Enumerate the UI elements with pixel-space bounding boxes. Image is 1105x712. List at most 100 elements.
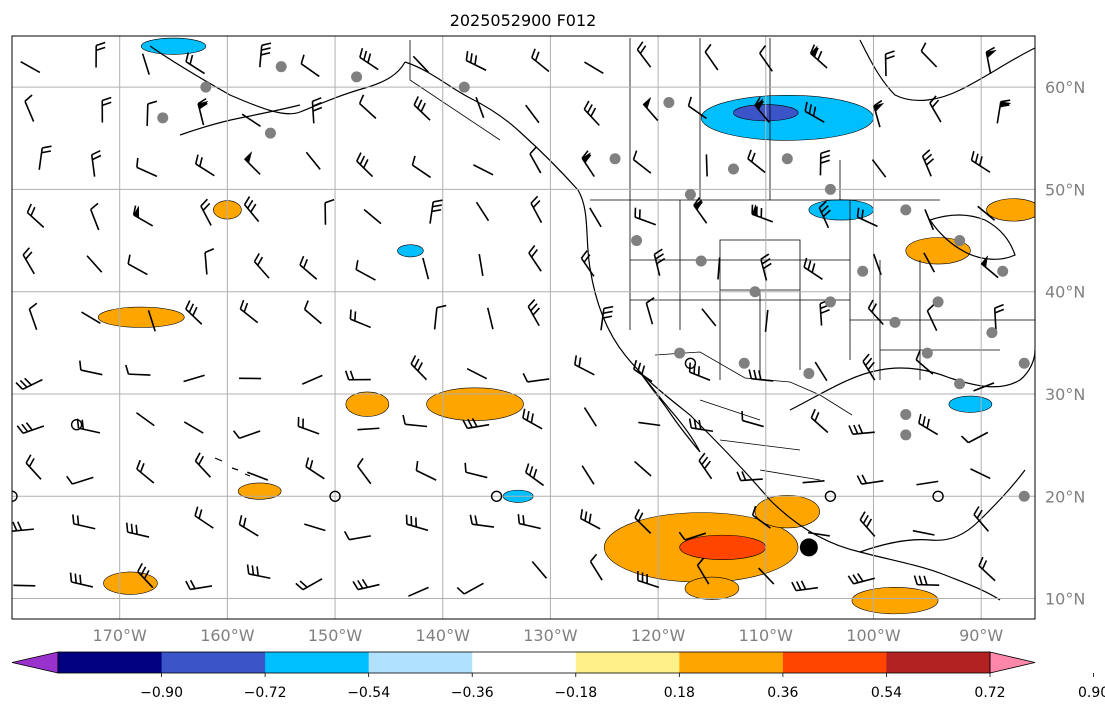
barb-shaft (803, 266, 823, 280)
wind-barb (803, 257, 823, 280)
calm-circle (490, 490, 503, 502)
barb-feather (588, 513, 592, 524)
map-frame (11, 35, 1036, 620)
barb-shaft (637, 579, 660, 589)
wind-barb (456, 582, 484, 595)
barb-shaft (194, 515, 214, 529)
station-dot (631, 235, 643, 247)
barb-shaft (302, 578, 323, 591)
barb-feather (17, 521, 23, 531)
wind-barb (433, 304, 447, 330)
barb-feather (299, 580, 308, 588)
lon-label: 160°W (200, 626, 255, 645)
wind-barb (475, 201, 490, 222)
barb-shaft (422, 257, 430, 280)
barb-shaft (25, 462, 42, 480)
barb-feather (583, 254, 591, 263)
wind-barb (15, 377, 43, 391)
barb-feather (132, 205, 137, 216)
barb-feather (976, 509, 983, 519)
wind-barb (873, 99, 885, 128)
wind-barb (980, 254, 999, 279)
tropical-center-dot (799, 538, 818, 557)
barb-feather (253, 253, 260, 263)
barb-shaft (704, 51, 719, 71)
barb-shaft (993, 308, 997, 331)
barb-feather (584, 511, 588, 521)
wind-barb (583, 100, 600, 126)
barb-shaft (466, 367, 488, 380)
barb-shaft (416, 469, 437, 481)
wind-barb (357, 427, 380, 431)
barb-feather (198, 455, 205, 465)
barb-feather (250, 203, 257, 213)
barb-feather (812, 106, 817, 117)
barb-shaft (243, 204, 260, 223)
barb-feather (762, 262, 772, 270)
wind-barb (408, 586, 429, 597)
barb-feather (25, 454, 32, 464)
barb-feather (517, 514, 521, 524)
wind-barb (693, 197, 708, 224)
barb-shaft (696, 564, 710, 585)
barb-feather (698, 452, 706, 462)
barb-shaft (183, 374, 205, 383)
barb-pennant (751, 203, 759, 217)
barb-shaft (141, 53, 150, 75)
wind-barb (918, 413, 939, 436)
barb-feather (848, 425, 854, 435)
barb-feather (238, 515, 243, 525)
wind-barb (802, 479, 825, 484)
barb-feather (12, 529, 13, 532)
barb-shaft (185, 308, 203, 325)
wind-barb (924, 209, 935, 231)
barb-feather (636, 41, 644, 51)
field-blob (140, 37, 207, 55)
barb-feather (411, 155, 416, 166)
barb-shaft (90, 154, 96, 177)
colorbar-tick-label: −0.90 (140, 685, 183, 701)
wind-barb (141, 53, 150, 75)
wind-barb (356, 152, 374, 178)
barb-shaft (253, 261, 270, 279)
barb-feather (261, 42, 272, 47)
barb-shaft (632, 158, 652, 174)
wind-barb (993, 303, 1005, 331)
barb-feather (697, 366, 700, 376)
station-dot (674, 347, 686, 359)
barb-feather (656, 257, 666, 265)
barb-feather (530, 195, 539, 204)
colorbar-segment (575, 652, 680, 673)
wind-barb (24, 94, 35, 122)
barb-shaft (408, 586, 429, 597)
barb-feather (185, 300, 191, 310)
barb-feather (355, 260, 359, 270)
wind-barb (412, 55, 430, 73)
barb-shaft (200, 205, 212, 226)
mexico-state-borders (699, 399, 821, 481)
barb-feather (147, 100, 158, 105)
barb-shaft (589, 207, 602, 228)
barb-shaft (653, 254, 661, 276)
wind-barb (760, 253, 772, 281)
barb-feather (810, 408, 816, 419)
barb-shaft (758, 567, 775, 585)
wind-barb (653, 248, 666, 276)
barb-feather (704, 43, 712, 53)
field-blob (97, 306, 185, 328)
wind-barb (422, 257, 430, 280)
barb-feather (243, 302, 249, 313)
wind-barb (132, 205, 154, 227)
station-dot (857, 265, 869, 277)
barb-feather (16, 425, 24, 434)
wind-barb (259, 42, 272, 68)
lon-label: 170°W (93, 626, 148, 645)
station-dot (1018, 357, 1030, 369)
wind-barb (352, 578, 380, 591)
wind-barb (916, 480, 939, 486)
barb-feather (920, 42, 927, 52)
colorbar-segment (58, 652, 163, 673)
wind-barb (89, 202, 100, 231)
barb-shaft (583, 108, 600, 126)
wind-barb (522, 408, 543, 430)
